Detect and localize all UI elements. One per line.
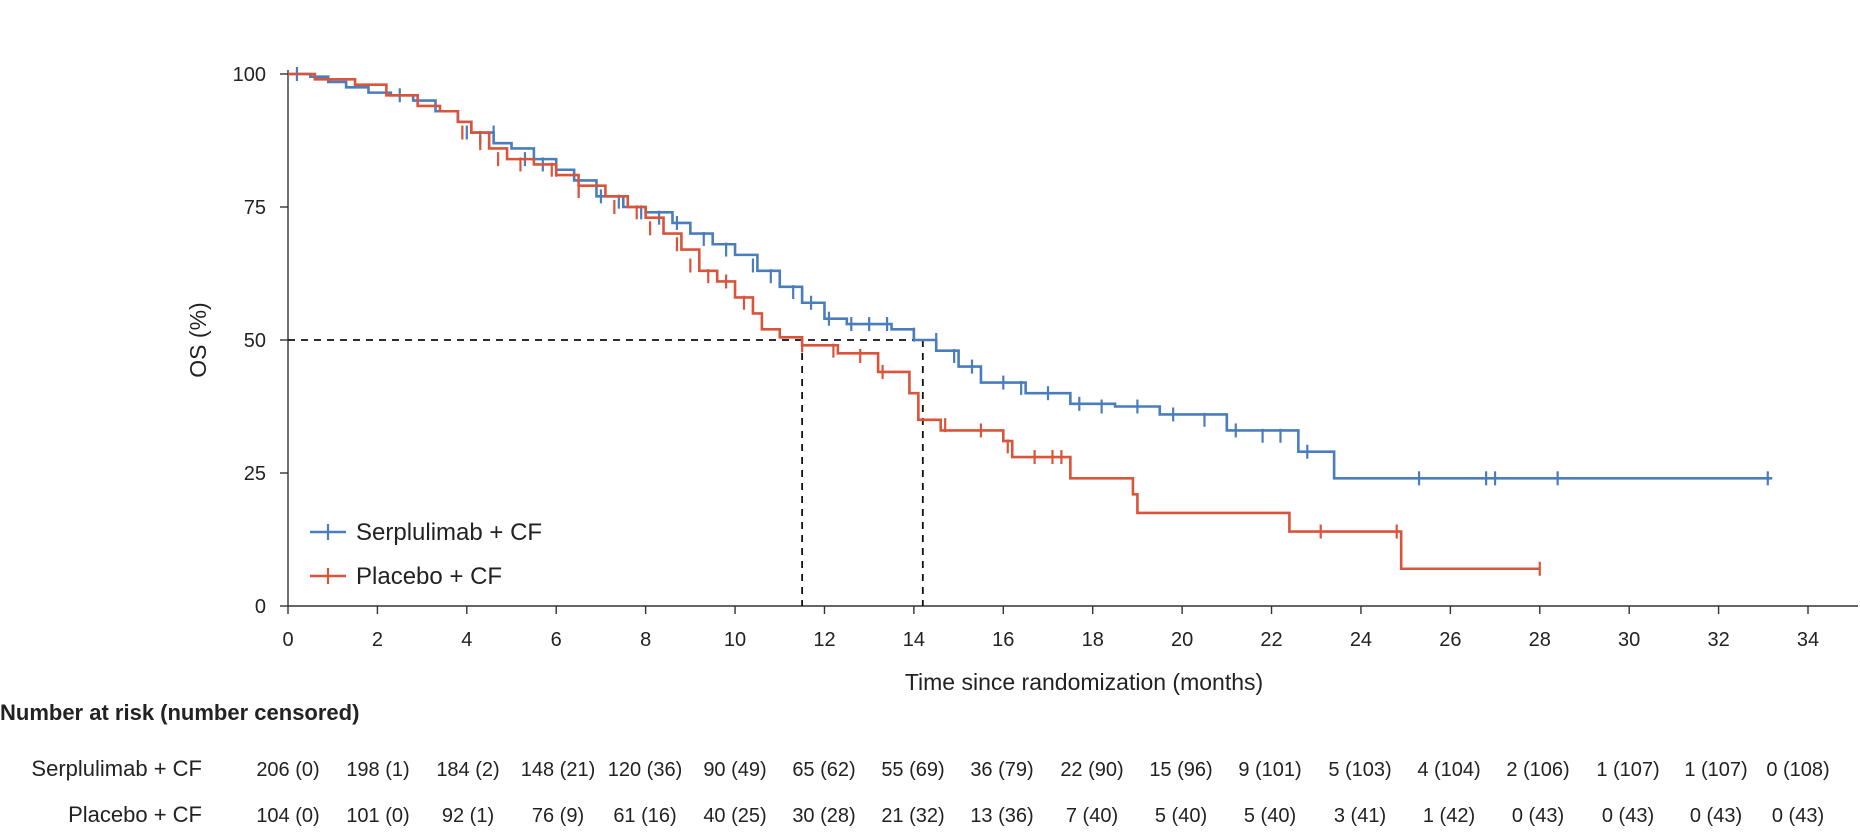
risk-cell: 5 (103) (1328, 759, 1391, 781)
x-tick-label: 8 (640, 629, 651, 651)
x-tick-label: 14 (903, 629, 925, 651)
risk-cell: 30 (28) (792, 805, 855, 827)
risk-cell: 101 (0) (346, 805, 409, 827)
risk-cell: 120 (36) (608, 759, 683, 781)
x-tick-label: 22 (1260, 629, 1282, 651)
legend-label: Serplulimab + CF (356, 519, 542, 546)
risk-cell: 1 (107) (1684, 759, 1747, 781)
risk-cell: 184 (2) (436, 759, 499, 781)
x-tick-label: 18 (1082, 629, 1104, 651)
risk-cell: 104 (0) (256, 805, 319, 827)
risk-cell: 7 (40) (1066, 805, 1118, 827)
y-tick-label: 0 (255, 596, 266, 618)
x-tick-label: 12 (813, 629, 835, 651)
y-tick-label: 100 (233, 64, 266, 86)
risk-cell: 5 (40) (1244, 805, 1296, 827)
legend: Serplulimab + CF Placebo + CF (310, 519, 542, 590)
x-tick-label: 2 (372, 629, 383, 651)
legend-label: Placebo + CF (356, 563, 502, 590)
x-tick-label: 32 (1707, 629, 1729, 651)
risk-cell: 2 (106) (1506, 759, 1569, 781)
x-tick-label: 24 (1350, 629, 1372, 651)
risk-table-title: Number at risk (number censored) (0, 700, 359, 725)
risk-cell: 21 (32) (881, 805, 944, 827)
risk-cell: 3 (41) (1334, 805, 1386, 827)
survival-curves (288, 67, 1773, 576)
risk-cell: 9 (101) (1238, 759, 1301, 781)
y-tick-label: 25 (244, 463, 266, 485)
risk-cell: 4 (104) (1417, 759, 1480, 781)
risk-cell: 65 (62) (792, 759, 855, 781)
risk-cell: 36 (79) (970, 759, 1033, 781)
risk-cell: 1 (107) (1596, 759, 1659, 781)
risk-row-label: Placebo + CF (68, 802, 202, 827)
risk-cell: 0 (43) (1690, 805, 1742, 827)
risk-row-label: Serplulimab + CF (31, 756, 202, 781)
x-tick-label: 30 (1618, 629, 1640, 651)
risk-cell: 198 (1) (346, 759, 409, 781)
x-tick-label: 16 (992, 629, 1014, 651)
risk-cell: 40 (25) (703, 805, 766, 827)
risk-cell: 22 (90) (1060, 759, 1123, 781)
survival-step-line (288, 72, 1540, 571)
series-serplulimab (288, 67, 1773, 486)
survival-step-line (288, 72, 1773, 480)
series-placebo (288, 72, 1541, 576)
x-tick-label: 6 (551, 629, 562, 651)
risk-cell: 0 (108) (1766, 759, 1829, 781)
risk-cell: 13 (36) (970, 805, 1033, 827)
risk-cell: 148 (21) (521, 759, 596, 781)
median-reference-lines (288, 339, 924, 606)
y-tick-label: 50 (244, 330, 266, 352)
risk-table: Number at risk (number censored) Serpluli… (0, 700, 1830, 827)
risk-cell: 92 (1) (442, 805, 494, 827)
risk-cell: 206 (0) (256, 759, 319, 781)
x-tick-label: 34 (1797, 629, 1819, 651)
y-tick-label: 75 (244, 197, 266, 219)
risk-cell: 90 (49) (703, 759, 766, 781)
x-tick-label: 26 (1439, 629, 1461, 651)
y-axis-label: OS (%) (185, 302, 211, 377)
risk-cell: 76 (9) (532, 805, 584, 827)
risk-cell: 5 (40) (1155, 805, 1207, 827)
risk-cell: 61 (16) (613, 805, 676, 827)
x-tick-label: 4 (461, 629, 472, 651)
risk-cell: 0 (43) (1602, 805, 1654, 827)
risk-cell: 0 (43) (1512, 805, 1564, 827)
risk-cell: 1 (42) (1423, 805, 1475, 827)
x-tick-label: 20 (1171, 629, 1193, 651)
x-tick-label: 0 (282, 629, 293, 651)
x-tick-label: 10 (724, 629, 746, 651)
x-tick-label: 28 (1529, 629, 1551, 651)
risk-cell: 55 (69) (881, 759, 944, 781)
axes: 0 2 4 6 8 10 12 14 16 18 20 22 24 26 28 30 32 34025507510… (185, 64, 1858, 695)
risk-cell: 15 (96) (1149, 759, 1212, 781)
risk-cell: 0 (43) (1772, 805, 1824, 827)
x-axis-label: Time since randomization (months) (905, 669, 1263, 695)
